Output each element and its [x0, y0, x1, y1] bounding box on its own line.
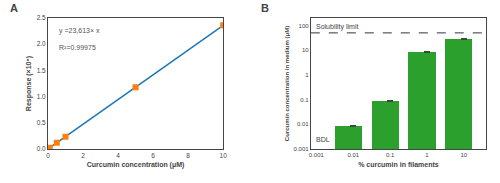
svg-text:0.001: 0.001: [294, 146, 310, 152]
svg-text:0.01: 0.01: [297, 121, 309, 127]
svg-text:0: 0: [46, 152, 50, 159]
svg-text:B: B: [261, 2, 269, 14]
svg-text:1.0: 1.0: [37, 93, 46, 100]
svg-text:% curcumin in filaments: % curcumin in filaments: [358, 161, 439, 168]
svg-text:10: 10: [302, 47, 309, 53]
svg-text:8: 8: [186, 152, 190, 159]
svg-text:A: A: [10, 2, 18, 14]
svg-text:R²=0.99975: R²=0.99975: [59, 44, 96, 51]
svg-text:Curcumin concentration (μM): Curcumin concentration (μM): [87, 161, 185, 169]
svg-text:BDL: BDL: [316, 136, 330, 143]
svg-text:10: 10: [220, 152, 228, 159]
svg-text:0.001: 0.001: [309, 152, 325, 158]
svg-text:6: 6: [151, 152, 155, 159]
svg-text:y =23,613× x: y =23,613× x: [59, 27, 100, 35]
svg-text:0.01: 0.01: [347, 152, 359, 158]
svg-text:10: 10: [461, 152, 468, 158]
svg-text:2: 2: [81, 152, 85, 159]
svg-text:100: 100: [299, 23, 310, 29]
svg-text:1: 1: [305, 72, 309, 78]
svg-text:0.1: 0.1: [300, 97, 309, 103]
svg-text:Solubility limit: Solubility limit: [316, 23, 358, 31]
svg-text:0.1: 0.1: [386, 152, 395, 158]
svg-text:Curcumin concentration in medi: Curcumin concentration in medium (μM): [284, 26, 290, 141]
svg-text:0.0: 0.0: [37, 145, 46, 152]
svg-text:4: 4: [116, 152, 120, 159]
svg-text:0.5: 0.5: [37, 119, 46, 126]
svg-text:Response (×10⁵): Response (×10⁵): [25, 56, 33, 111]
svg-text:1: 1: [425, 152, 429, 158]
svg-text:2.5: 2.5: [37, 14, 46, 21]
svg-text:2.0: 2.0: [37, 40, 46, 47]
svg-text:1.5: 1.5: [37, 67, 46, 74]
